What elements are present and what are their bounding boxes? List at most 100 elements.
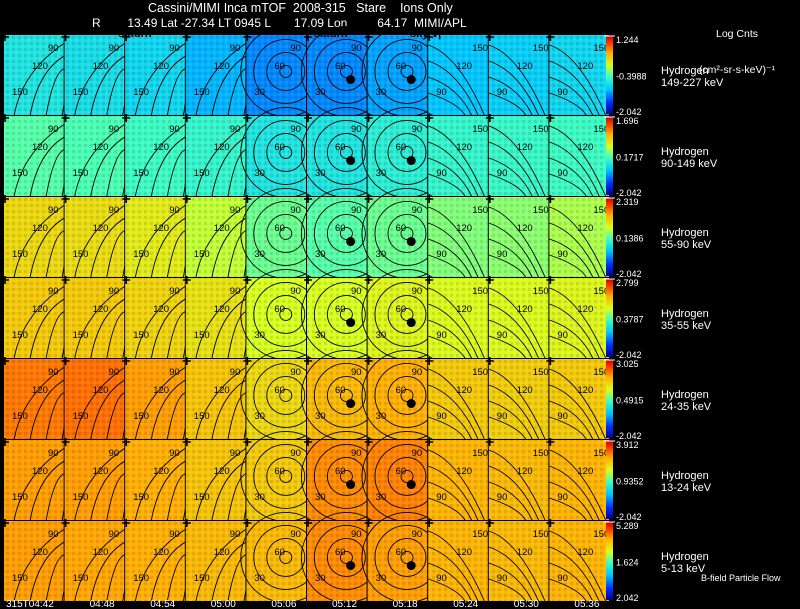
- contour-label: 120: [577, 142, 593, 153]
- contour-line: [428, 416, 466, 441]
- energy-range-label: 149-227 keV: [661, 77, 724, 89]
- grid-tick: [364, 438, 373, 446]
- contour-label: 30: [315, 330, 326, 341]
- contour-line: [428, 222, 479, 279]
- contour-line: [428, 173, 466, 198]
- contour-line: [549, 546, 601, 603]
- contour-label: 60: [396, 385, 407, 396]
- contour-line: [266, 376, 306, 415]
- contour-label: 90: [436, 87, 447, 98]
- contour-line: [45, 392, 65, 441]
- contour-label: 150: [133, 492, 149, 503]
- contour-label: 150: [133, 411, 149, 422]
- time-tick-label: 04:54: [150, 599, 175, 609]
- contour-label: 90: [290, 529, 301, 540]
- contour-line: [549, 76, 594, 117]
- cell-texture: [125, 197, 185, 277]
- grid-tick: [304, 438, 312, 446]
- energy-channel-label: Hydrogen 13-24 keV: [661, 470, 711, 494]
- contour-label: 120: [32, 61, 48, 72]
- contour-label: 90: [412, 124, 423, 135]
- contour-line: [211, 136, 247, 198]
- grid-tick: [122, 276, 131, 284]
- grid-tick: [304, 114, 312, 122]
- contour-label: 90: [557, 168, 568, 179]
- contour-label: 150: [593, 124, 609, 135]
- grid-tick: [546, 276, 555, 284]
- contour-line: [488, 449, 546, 522]
- grid-tick: [425, 276, 434, 284]
- grid-tick: [243, 357, 252, 365]
- energy-channel-label: Hydrogen 35-55 keV: [661, 308, 711, 332]
- contour-line: [13, 123, 65, 198]
- grid-tick: [1, 357, 9, 365]
- contour-label: 60: [274, 304, 285, 315]
- contour-label: 90: [169, 286, 180, 297]
- contour-label: 150: [73, 330, 89, 341]
- contour-label: 90: [109, 367, 120, 378]
- contour-line: [326, 133, 366, 172]
- contour-label: 90: [169, 367, 180, 378]
- contour-line: [549, 92, 588, 117]
- contour-line: [134, 123, 187, 198]
- contour-label: 150: [472, 43, 488, 54]
- contour-line: [488, 400, 534, 441]
- contour-line: [549, 530, 607, 603]
- contour-line: [266, 295, 306, 334]
- grid-tick: [243, 519, 252, 527]
- contour-line: [549, 481, 594, 522]
- cell-texture: [64, 116, 125, 196]
- contour-label: 150: [194, 87, 210, 98]
- contour-line: [266, 52, 306, 91]
- contour-label: 30: [315, 168, 326, 179]
- contour-label: 120: [577, 547, 593, 558]
- contour-label: 150: [593, 367, 609, 378]
- energy-channel-label: Hydrogen 90-149 keV: [661, 146, 717, 170]
- contour-label: 90: [48, 205, 59, 216]
- contour-line: [387, 52, 427, 91]
- grid-tick: [61, 519, 70, 527]
- contour-label: 90: [497, 168, 508, 179]
- contour-line: [29, 55, 65, 117]
- contour-line: [387, 295, 427, 334]
- colorbar: [606, 117, 613, 195]
- saturn-marker: [346, 480, 356, 490]
- cell-texture: [185, 278, 246, 358]
- contour-label: 60: [396, 223, 407, 234]
- grid-tick: [364, 276, 373, 284]
- contour-line: [134, 204, 187, 279]
- contour-line: [428, 465, 479, 522]
- contour-line: [428, 384, 479, 441]
- grid-tick: [182, 33, 191, 41]
- contour-line: [166, 68, 186, 117]
- contour-label: 120: [153, 547, 169, 558]
- contour-line: [549, 497, 588, 522]
- contour-line: [326, 214, 366, 253]
- contour-line: [279, 470, 293, 483]
- grid-tick: [304, 276, 312, 284]
- contour-line: [400, 389, 414, 402]
- contour-label: 90: [412, 205, 423, 216]
- contour-label: 150: [194, 168, 210, 179]
- contour-line: [266, 214, 306, 253]
- colorbar-max-label: 1.696: [616, 116, 639, 126]
- contour-label: 30: [315, 573, 326, 584]
- contour-label: 30: [376, 249, 387, 260]
- saturn-marker: [406, 75, 416, 85]
- contour-label: 90: [557, 492, 568, 503]
- contour-label: 120: [93, 547, 109, 558]
- contour-line: [74, 447, 126, 522]
- contour-line: [428, 141, 479, 198]
- contour-line: [428, 578, 466, 603]
- contour-line: [400, 551, 414, 564]
- contour-label: 90: [109, 124, 120, 135]
- contour-label: 120: [517, 223, 533, 234]
- contour-line: [106, 230, 126, 279]
- contour-label: 30: [254, 573, 265, 584]
- contour-label: 150: [533, 367, 549, 378]
- grid-tick: [546, 357, 555, 365]
- grid-tick: [425, 519, 434, 527]
- contour-label: 150: [472, 124, 488, 135]
- contour-label: 90: [290, 43, 301, 54]
- cell-texture: [4, 440, 64, 520]
